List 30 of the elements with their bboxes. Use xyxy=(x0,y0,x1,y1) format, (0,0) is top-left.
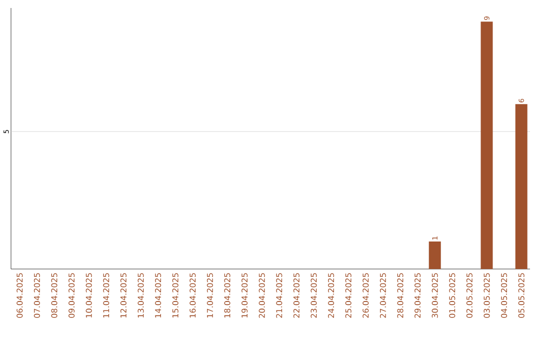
x-tick-label: 17.04.2025 xyxy=(206,273,213,318)
x-tick-label: 13.04.2025 xyxy=(138,273,144,318)
x-tick-label: 22.04.2025 xyxy=(293,273,300,318)
x-tick-label: 21.04.2025 xyxy=(276,273,282,318)
x-tick-label: 30.04.2025 xyxy=(432,273,438,318)
x-tick-label: 16.04.2025 xyxy=(190,273,196,318)
x-tick-label: 18.04.2025 xyxy=(224,273,230,318)
x-tick-label: 02.05.2025 xyxy=(466,273,472,318)
x-tick-label: 28.04.2025 xyxy=(397,273,404,318)
x-tick-label: 01.05.2025 xyxy=(449,273,456,318)
x-tick-label: 10.04.2025 xyxy=(86,273,92,318)
x-tick-label: 27.04.2025 xyxy=(380,273,386,318)
x-tick-label: 05.05.2025 xyxy=(518,273,524,318)
x-tick-label: 08.04.2025 xyxy=(51,273,58,318)
x-tick-label: 12.04.2025 xyxy=(120,273,126,318)
x-tick-label: 09.04.2025 xyxy=(68,273,75,318)
x-tick-label: 06.04.2025 xyxy=(16,273,23,318)
x-tick-label: 11.04.2025 xyxy=(103,273,110,318)
x-tick-label: 04.05.2025 xyxy=(501,273,508,318)
x-tick-label: 15.04.2025 xyxy=(172,273,178,318)
x-tick-label: 26.04.2025 xyxy=(362,273,369,318)
x-tick-label: 19.04.2025 xyxy=(242,273,248,318)
x-tick-label: 24.04.2025 xyxy=(328,273,334,318)
x-tick-label: 14.04.2025 xyxy=(155,273,162,318)
x-tick-label: 25.04.2025 xyxy=(345,273,352,318)
x-tick-label: 03.05.2025 xyxy=(484,273,490,318)
x-tick-label: 20.04.2025 xyxy=(258,273,265,318)
x-tick-label: 29.04.2025 xyxy=(414,273,421,318)
x-tick-label: 07.04.2025 xyxy=(34,273,40,318)
x-tick-label: 23.04.2025 xyxy=(310,273,317,318)
